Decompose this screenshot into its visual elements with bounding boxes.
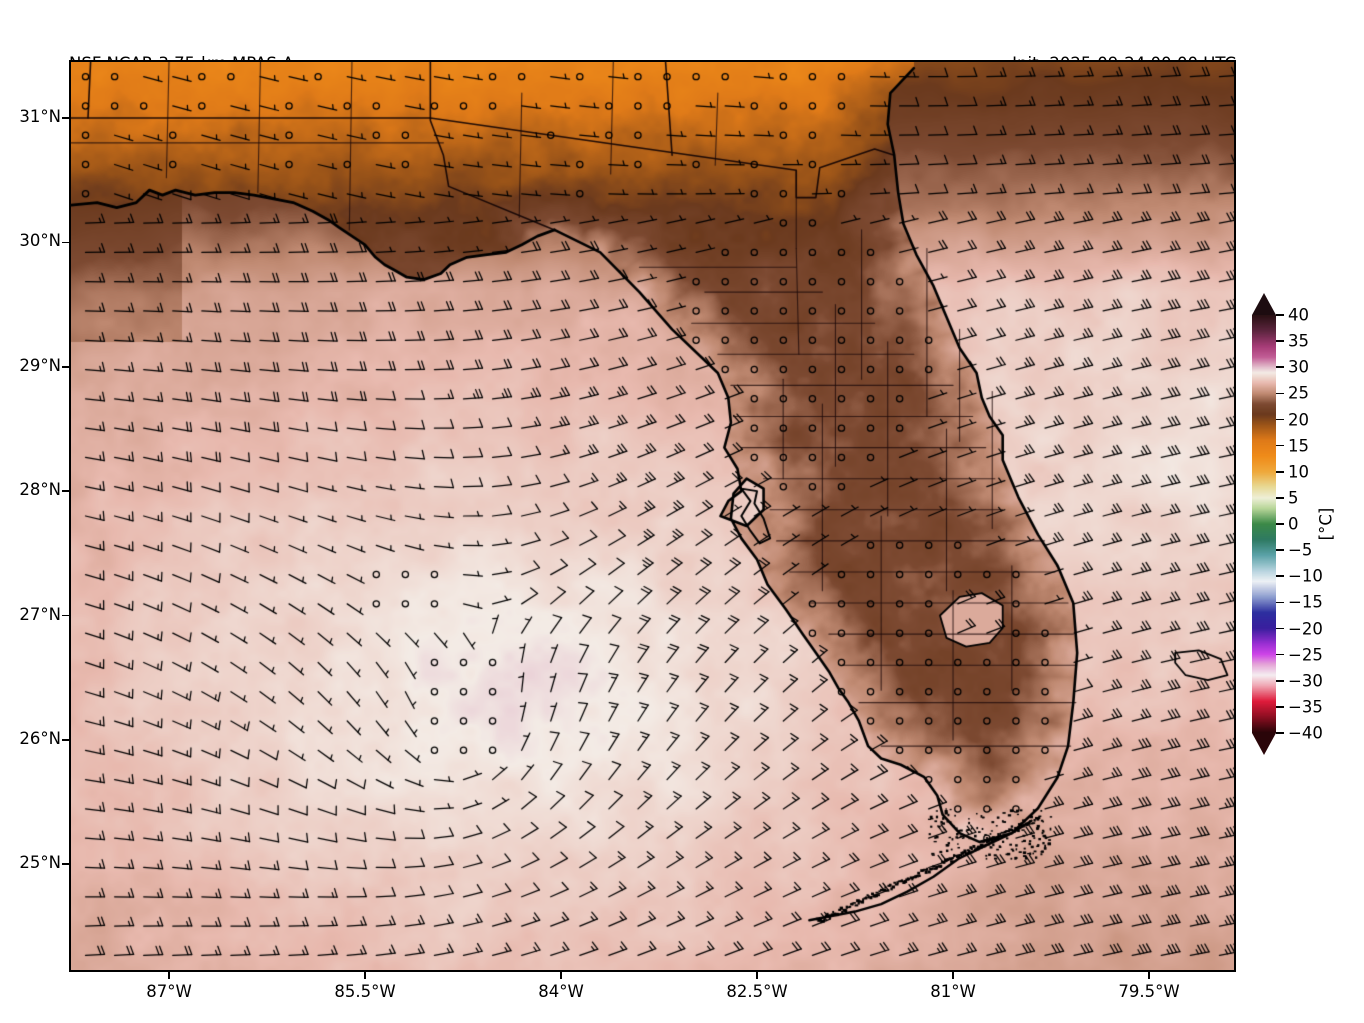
colorbar-tick-label: −40 [1288,723,1323,743]
latitude-tick-mark [62,365,69,368]
latitude-tick-mark [62,739,69,741]
colorbar-tick-label: 15 [1288,436,1309,456]
latitude-tick-label: 25°N [19,853,61,873]
colorbar-tick-mark [1276,549,1284,551]
map-plot-area[interactable] [69,60,1236,972]
longitude-tick-mark [756,972,758,979]
colorbar-tick-mark [1276,340,1284,342]
colorbar-tick-mark [1276,732,1284,734]
latitude-tick-mark [62,614,69,617]
colorbar-tick-mark [1276,706,1284,708]
longitude-tick-mark [364,972,366,979]
colorbar-tick-label: 30 [1288,357,1309,377]
colorbar-tick-mark [1276,366,1284,369]
colorbar-tick-label: −15 [1288,592,1323,612]
colorbar-tick-mark [1276,314,1284,316]
colorbar-tick-mark [1276,679,1284,682]
colorbar-tick-label: −20 [1288,619,1323,638]
colorbar-tick-label: −30 [1288,671,1323,691]
colorbar-tick-label: 0 [1288,514,1299,534]
latitude-tick-mark [62,117,69,119]
colorbar-tick-mark [1276,497,1284,499]
latitude-tick-mark [62,490,69,492]
colorbar[interactable]: 40 35 30 25 20 15 10 5 0 −5 −10 −15 −20 −25 −30 −35 −40 [1252,293,1323,755]
colorbar-tick-mark [1276,470,1284,473]
colorbar-tick-mark [1276,653,1284,656]
latitude-tick-label: 28°N [19,480,61,500]
latitude-tick-label: 29°N [19,355,61,375]
colorbar-tick-label: −25 [1288,645,1323,665]
longitude-tick-label: 85.5°W [334,982,396,1001]
latitude-tick-label: 27°N [19,604,61,624]
longitude-tick-mark [952,972,954,979]
colorbar-tick-mark [1276,418,1284,421]
colorbar-tick-mark [1276,575,1284,578]
colorbar-tick-label: 40 [1288,305,1309,325]
longitude-tick-mark [560,972,562,979]
colorbar-tick-label: 5 [1288,488,1299,508]
colorbar-tick-label: 35 [1288,331,1309,351]
colorbar-tick-label: −35 [1288,697,1323,717]
longitude-tick-mark [1148,972,1150,979]
longitude-tick-mark [168,972,170,979]
colorbar-tick-label: 25 [1288,383,1309,403]
colorbar-tick-label: −5 [1288,540,1313,560]
latitude-tick-label: 31°N [19,106,61,126]
colorbar-extend-max-arrow [1252,293,1276,315]
colorbar-tick-label: −10 [1288,566,1323,586]
latitude-tick-mark [62,241,69,244]
colorbar-tick-mark [1276,392,1284,395]
colorbar-unit-label: [°C] [1316,507,1336,541]
longitude-tick-label: 79.5°W [1118,982,1180,1001]
longitude-tick-label: 82.5°W [726,982,788,1001]
colorbar-tick-mark [1276,444,1284,447]
colorbar-extend-min-arrow [1252,733,1276,755]
longitude-tick-label: 84°W [538,982,584,1001]
latitude-tick-label: 30°N [19,231,61,251]
temperature-wind-map [71,62,1234,970]
colorbar-tick-label: 20 [1288,410,1309,429]
longitude-tick-label: 87°W [146,982,192,1001]
colorbar-tick-label: 10 [1288,462,1309,482]
colorbar-gradient [1252,315,1276,733]
latitude-tick-label: 26°N [19,728,61,748]
colorbar-tick-mark [1276,601,1284,604]
longitude-tick-label: 81°W [930,982,976,1001]
colorbar-tick-mark [1276,627,1284,630]
colorbar-tick-mark [1276,523,1284,525]
latitude-tick-mark [62,863,69,866]
